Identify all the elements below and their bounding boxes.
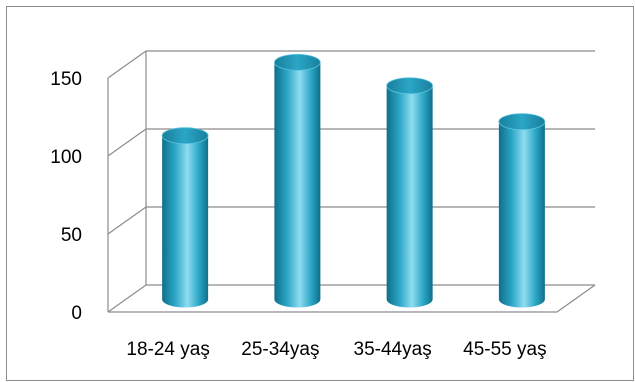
bar-body <box>386 85 433 308</box>
y-tick-label: 150 <box>50 69 82 90</box>
bar <box>498 113 546 308</box>
x-tick-label: 18-24 yaş <box>126 339 209 360</box>
y-tick-label: 100 <box>50 147 82 168</box>
bar-top <box>386 77 434 95</box>
bars <box>161 53 546 308</box>
y-axis-tick-labels: 0 50 100 150 <box>50 69 82 324</box>
bar-body <box>274 62 321 308</box>
x-tick-label: 45-55 yaş <box>463 339 546 360</box>
x-tick-label: 35-44yaş <box>354 339 432 360</box>
bar-top <box>161 127 209 145</box>
y-tick-label: 50 <box>61 225 82 246</box>
bar <box>386 77 434 308</box>
x-tick-label: 25-34yaş <box>241 339 319 360</box>
bar-top <box>273 53 321 71</box>
bar <box>161 127 209 308</box>
x-axis-tick-labels: 18-24 yaş 25-34yaş 35-44yaş 45-55 yaş <box>126 339 546 360</box>
y-tick-label: 0 <box>71 303 82 324</box>
bar-body <box>162 135 209 308</box>
bar-body <box>498 121 545 308</box>
bar <box>273 53 321 308</box>
axes <box>107 51 596 313</box>
bar-top <box>498 113 546 131</box>
floor-edge <box>108 284 596 313</box>
